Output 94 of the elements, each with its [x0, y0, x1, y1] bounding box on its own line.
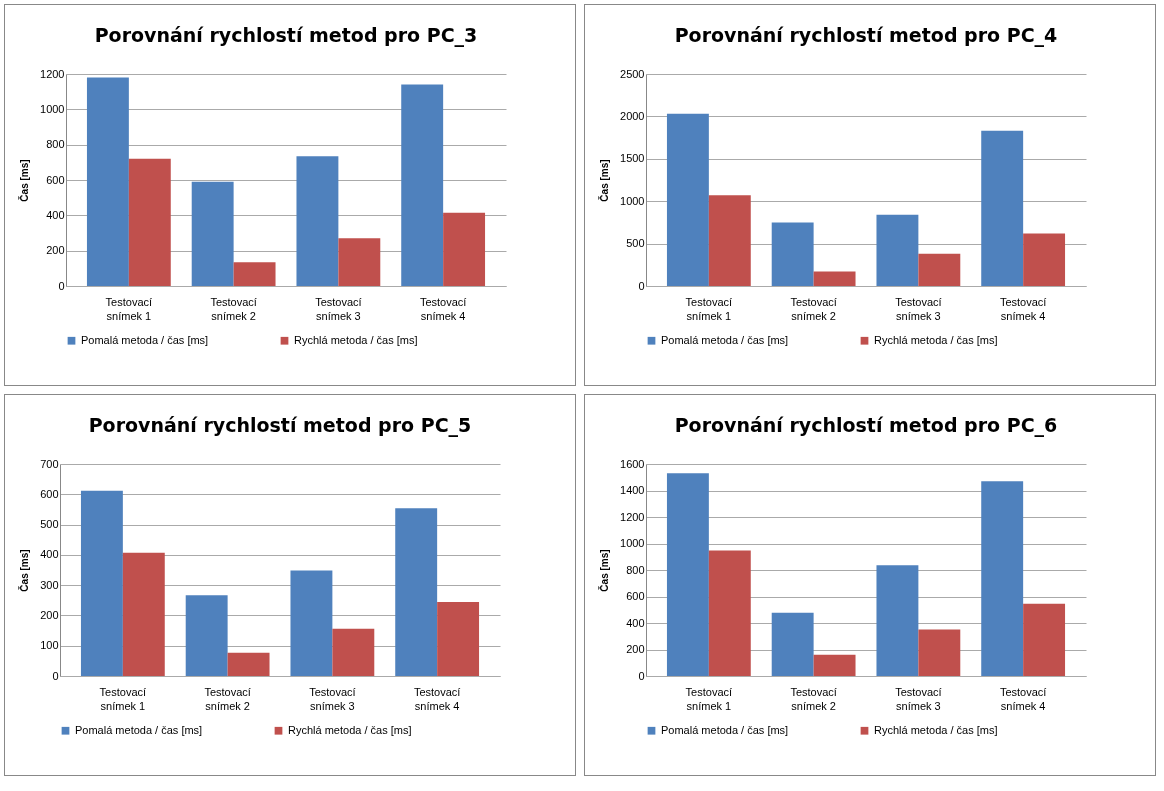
bar	[981, 130, 1024, 286]
bar	[86, 77, 129, 286]
x-tick-label: Testovací snímek 1	[685, 295, 733, 322]
y-tick-label: 0	[638, 279, 645, 292]
x-tick-label: Testovací snímek 3	[895, 295, 942, 322]
x-tick-label: Testovací snímek 4	[413, 685, 461, 712]
x-tick-label: Testovací snímek 2	[204, 685, 251, 712]
bar	[338, 238, 381, 286]
bar	[80, 490, 123, 676]
bar	[708, 550, 751, 676]
x-tick-label: Testovací snímek 4	[999, 295, 1047, 322]
y-tick-label: 200	[40, 608, 59, 621]
bar	[876, 214, 919, 286]
y-tick-label: 200	[626, 643, 645, 655]
legend-label: Pomalá metoda / čas [ms]	[81, 333, 209, 346]
bar	[233, 262, 276, 286]
y-tick-label: 1200	[40, 67, 65, 80]
y-axis-title: Čas [ms]	[18, 549, 31, 592]
y-tick-label: 100	[40, 639, 59, 652]
bar	[771, 612, 814, 676]
legend-label: Rychlá metoda / čas [ms]	[874, 723, 998, 736]
chart-title: Porovnání rychlostí metod pro PC_5	[88, 414, 472, 437]
bar	[813, 654, 856, 676]
x-tick-label: Testovací snímek 4	[999, 685, 1047, 712]
bar	[191, 181, 234, 286]
legend-label: Rychlá metoda / čas [ms]	[294, 333, 418, 346]
y-tick-label: 1600	[620, 457, 645, 470]
bar	[981, 481, 1024, 676]
y-tick-label: 800	[626, 563, 645, 576]
bar	[296, 156, 339, 286]
bar	[918, 253, 961, 286]
bar	[1023, 603, 1066, 676]
bar	[708, 195, 751, 286]
x-tick-label: Testovací snímek 3	[309, 685, 356, 712]
y-axis-title: Čas [ms]	[18, 159, 31, 202]
legend-label: Rychlá metoda / čas [ms]	[288, 723, 412, 736]
y-tick-label: 600	[626, 590, 645, 602]
bar	[290, 570, 333, 676]
y-axis-title: Čas [ms]	[598, 549, 611, 592]
chart-title: Porovnání rychlostí metod pro PC_4	[674, 24, 1058, 47]
bar	[128, 158, 171, 286]
y-tick-label: 0	[52, 669, 59, 682]
legend-label: Rychlá metoda / čas [ms]	[874, 333, 998, 346]
y-tick-label: 0	[638, 669, 645, 682]
y-tick-label: 500	[626, 237, 645, 250]
bar	[443, 212, 486, 286]
y-axis-title: Čas [ms]	[598, 159, 611, 202]
y-tick-label: 2000	[620, 109, 645, 122]
legend-label: Pomalá metoda / čas [ms]	[661, 333, 789, 346]
y-tick-label: 1200	[620, 510, 645, 523]
bar	[332, 628, 375, 676]
bar	[876, 565, 919, 676]
y-tick-label: 2500	[620, 67, 645, 80]
bar	[1023, 233, 1066, 286]
bar	[401, 84, 444, 286]
x-tick-label: Testovací snímek 3	[315, 295, 362, 322]
y-tick-label: 800	[46, 138, 65, 151]
bar	[437, 602, 480, 676]
chart-title: Porovnání rychlostí metod pro PC_3	[94, 24, 478, 47]
y-tick-label: 400	[46, 208, 65, 221]
x-tick-label: Testovací snímek 4	[419, 295, 467, 322]
y-tick-label: 400	[626, 616, 645, 629]
x-tick-label: Testovací snímek 1	[105, 295, 153, 322]
bar	[122, 552, 165, 676]
y-tick-label: 600	[46, 173, 65, 186]
legend-label: Pomalá metoda / čas [ms]	[661, 723, 789, 736]
x-tick-label: Testovací snímek 3	[895, 685, 942, 712]
y-tick-label: 1000	[40, 102, 65, 115]
y-tick-label: 400	[40, 548, 59, 561]
bar	[227, 652, 270, 676]
bar	[185, 595, 228, 676]
y-tick-label: 600	[40, 487, 59, 500]
bar	[918, 629, 961, 676]
bar	[666, 113, 709, 286]
bar	[771, 222, 814, 286]
x-tick-label: Testovací snímek 1	[99, 685, 147, 712]
y-tick-label: 1500	[620, 152, 645, 165]
y-tick-label: 1000	[620, 194, 645, 207]
chart-title: Porovnání rychlostí metod pro PC_6	[674, 414, 1058, 437]
y-tick-label: 200	[46, 244, 65, 257]
x-tick-label: Testovací snímek 2	[210, 295, 257, 322]
y-tick-label: 500	[40, 518, 59, 531]
y-tick-label: 700	[40, 457, 59, 470]
x-tick-label: Testovací snímek 2	[790, 295, 837, 322]
bar	[666, 473, 709, 676]
y-tick-label: 1000	[620, 537, 645, 549]
x-tick-label: Testovací snímek 2	[790, 685, 837, 712]
y-tick-label: 300	[40, 578, 59, 591]
y-tick-label: 1400	[620, 484, 645, 496]
legend-label: Pomalá metoda / čas [ms]	[75, 723, 203, 736]
bar	[813, 271, 856, 286]
y-tick-label: 0	[58, 279, 65, 292]
bar	[395, 508, 438, 676]
x-tick-label: Testovací snímek 1	[685, 685, 733, 712]
